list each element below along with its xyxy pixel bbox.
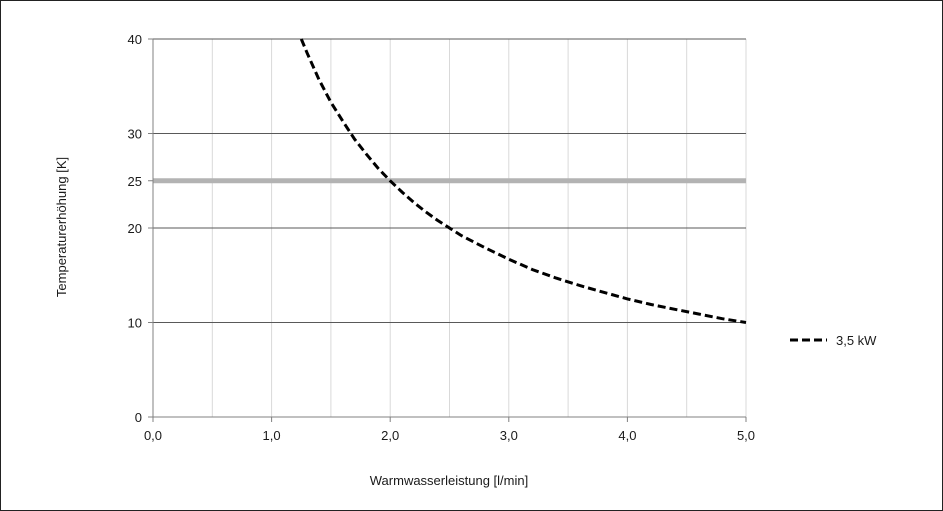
x-tick-label: 2,0 [381,428,399,443]
axes [148,38,747,422]
y-tick-label: 40 [128,32,142,47]
horizontal-grid [153,38,746,323]
series-line-3-5-kw [299,38,747,324]
y-axis-label: Temperaturerhöhung [K] [54,157,69,297]
x-tick-label: 0,0 [144,428,162,443]
y-tick-label: 25 [128,174,142,189]
y-tick-label: 30 [128,127,142,142]
y-tick-label: 20 [128,221,142,236]
x-tick-label: 5,0 [737,428,755,443]
y-tick-label: 10 [128,316,142,331]
legend: 3,5 kW [790,333,877,348]
x-tick-label: 1,0 [263,428,281,443]
y-tick-label: 0 [135,410,142,425]
legend-label-3-5-kw: 3,5 kW [836,333,877,348]
series-group [299,38,747,324]
x-tick-label: 4,0 [618,428,636,443]
x-tick-labels: 0,0 1,0 2,0 3,0 4,0 5,0 [144,428,755,443]
x-tick-label: 3,0 [500,428,518,443]
x-axis-label: Warmwasserleistung [l/min] [370,473,528,488]
y-tick-labels: 0 10 20 25 30 40 [128,32,142,425]
